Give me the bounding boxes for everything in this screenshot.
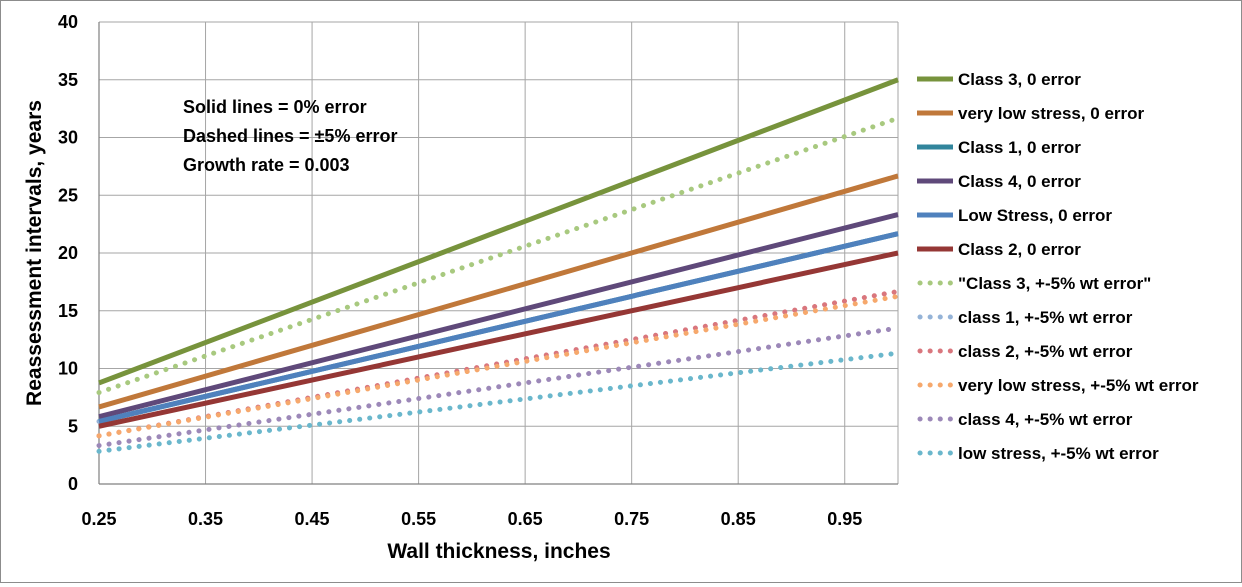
legend-label: Class 2, 0 error xyxy=(958,240,1081,259)
x-tick-label: 0.55 xyxy=(401,509,436,529)
legend-label: Class 1, 0 error xyxy=(958,138,1081,157)
y-tick-label: 5 xyxy=(68,416,78,436)
y-tick-label: 35 xyxy=(58,70,78,90)
y-tick-label: 40 xyxy=(58,12,78,32)
legend-label: Class 4, 0 error xyxy=(958,172,1081,191)
legend-label: low stress, +-5% wt error xyxy=(958,444,1159,463)
x-axis-ticks: 0.25 0.35 0.45 0.55 0.65 0.75 0.85 0.95 xyxy=(81,509,862,529)
y-tick-label: 20 xyxy=(58,243,78,263)
y-tick-label: 15 xyxy=(58,301,78,321)
legend: Class 3, 0 error very low stress, 0 error… xyxy=(917,70,1199,463)
series-line-6 xyxy=(98,250,899,429)
annotation-solid-lines: Solid lines = 0% error xyxy=(183,97,367,117)
series-layer xyxy=(96,77,901,454)
x-tick-label: 0.35 xyxy=(188,509,223,529)
annotation-growth-rate: Growth rate = 0.003 xyxy=(183,155,350,175)
series-line-2 xyxy=(98,173,899,410)
x-tick-label: 0.95 xyxy=(827,509,862,529)
series-line-4 xyxy=(98,212,899,420)
legend-label: very low stress, +-5% wt error xyxy=(958,376,1199,395)
x-tick-label: 0.25 xyxy=(81,509,116,529)
legend-label: class 2, +-5% wt error xyxy=(958,342,1133,361)
y-tick-label: 10 xyxy=(58,359,78,379)
y-tick-label: 25 xyxy=(58,185,78,205)
legend-label: Class 3, 0 error xyxy=(958,70,1081,89)
series-line-11 xyxy=(96,325,901,449)
series-line-10 xyxy=(96,293,901,439)
legend-label: class 4, +-5% wt error xyxy=(958,410,1133,429)
series-line-12 xyxy=(96,350,901,454)
y-tick-label: 0 xyxy=(68,474,78,494)
x-tick-label: 0.45 xyxy=(295,509,330,529)
legend-label: class 1, +-5% wt error xyxy=(958,308,1133,327)
x-tick-label: 0.85 xyxy=(721,509,756,529)
series-line-1 xyxy=(98,77,899,386)
series-line-9 xyxy=(96,288,901,439)
y-axis-ticks: 0 5 10 15 20 25 30 35 40 xyxy=(58,12,78,494)
series-line-5 xyxy=(98,231,899,424)
x-tick-label: 0.65 xyxy=(508,509,543,529)
annotation-block: Solid lines = 0% error Dashed lines = ±5… xyxy=(183,97,397,175)
legend-label: "Class 3, +-5% wt error" xyxy=(958,274,1151,293)
annotation-dashed-lines: Dashed lines = ±5% error xyxy=(183,126,397,146)
x-axis-title: Wall thickness, inches xyxy=(387,540,610,563)
y-axis-title: Reassessment intervals, years xyxy=(23,100,46,406)
legend-label: Low Stress, 0 error xyxy=(958,206,1112,225)
x-tick-label: 0.75 xyxy=(614,509,649,529)
y-tick-label: 30 xyxy=(58,128,78,148)
series-line-7 xyxy=(96,115,901,396)
legend-label: very low stress, 0 error xyxy=(958,104,1145,123)
